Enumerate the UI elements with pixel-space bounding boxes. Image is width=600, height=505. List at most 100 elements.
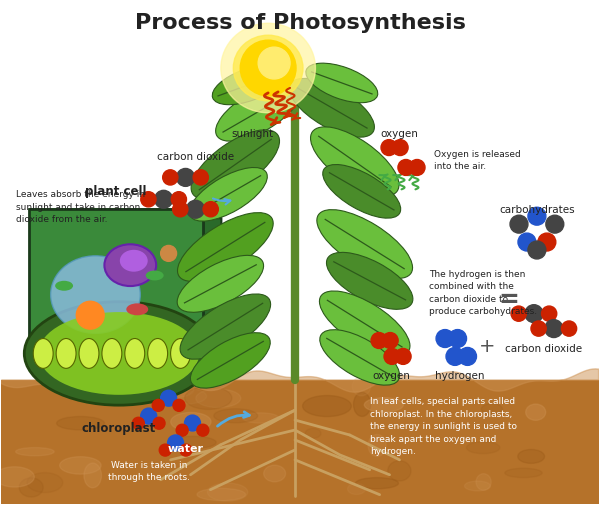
Ellipse shape bbox=[55, 281, 73, 291]
Circle shape bbox=[446, 348, 464, 366]
Ellipse shape bbox=[16, 447, 54, 456]
Ellipse shape bbox=[170, 339, 191, 369]
Polygon shape bbox=[203, 210, 221, 366]
Ellipse shape bbox=[178, 213, 273, 282]
Ellipse shape bbox=[79, 339, 99, 369]
Circle shape bbox=[161, 246, 176, 262]
Ellipse shape bbox=[102, 339, 122, 369]
Circle shape bbox=[176, 169, 194, 187]
Ellipse shape bbox=[180, 294, 271, 360]
Ellipse shape bbox=[27, 473, 63, 492]
Text: hydrogen: hydrogen bbox=[434, 371, 484, 381]
Circle shape bbox=[155, 191, 173, 209]
Ellipse shape bbox=[190, 168, 268, 222]
Text: In leaf cells, special parts called
chloroplast. In the chloroplasts,
the energy: In leaf cells, special parts called chlo… bbox=[370, 396, 517, 456]
Circle shape bbox=[371, 333, 387, 349]
Circle shape bbox=[203, 202, 218, 218]
Ellipse shape bbox=[104, 245, 156, 286]
Ellipse shape bbox=[306, 64, 378, 104]
Circle shape bbox=[152, 399, 164, 412]
Text: plant cell: plant cell bbox=[85, 185, 146, 198]
Circle shape bbox=[395, 349, 411, 365]
Text: oxygen: oxygen bbox=[373, 371, 410, 381]
Ellipse shape bbox=[168, 389, 206, 404]
Ellipse shape bbox=[466, 442, 500, 454]
Ellipse shape bbox=[196, 389, 241, 408]
Ellipse shape bbox=[19, 478, 43, 497]
Ellipse shape bbox=[326, 253, 413, 310]
Circle shape bbox=[525, 305, 543, 323]
Text: +: + bbox=[479, 336, 496, 356]
Ellipse shape bbox=[505, 468, 542, 478]
Circle shape bbox=[528, 208, 546, 226]
Circle shape bbox=[133, 418, 145, 429]
Circle shape bbox=[167, 435, 184, 451]
Circle shape bbox=[187, 201, 205, 219]
Circle shape bbox=[185, 415, 200, 431]
Circle shape bbox=[159, 444, 171, 456]
Text: oxygen: oxygen bbox=[380, 128, 418, 138]
Circle shape bbox=[381, 140, 397, 156]
Polygon shape bbox=[29, 357, 221, 366]
Polygon shape bbox=[29, 210, 221, 219]
Bar bbox=[29, 210, 203, 357]
Ellipse shape bbox=[146, 271, 164, 281]
Circle shape bbox=[161, 390, 176, 407]
Circle shape bbox=[436, 330, 454, 348]
Text: chloroplast: chloroplast bbox=[82, 421, 156, 434]
Ellipse shape bbox=[356, 478, 398, 489]
Circle shape bbox=[384, 349, 400, 365]
Ellipse shape bbox=[212, 66, 284, 106]
Ellipse shape bbox=[38, 313, 199, 395]
Ellipse shape bbox=[364, 398, 403, 412]
Ellipse shape bbox=[302, 396, 352, 417]
Circle shape bbox=[449, 330, 467, 348]
Circle shape bbox=[518, 234, 536, 251]
Circle shape bbox=[545, 320, 563, 338]
Ellipse shape bbox=[464, 481, 490, 491]
Circle shape bbox=[173, 202, 188, 218]
Circle shape bbox=[173, 399, 185, 412]
Text: carbohydrates: carbohydrates bbox=[499, 205, 575, 215]
Text: Oxygen is released
into the air.: Oxygen is released into the air. bbox=[434, 149, 521, 171]
Ellipse shape bbox=[242, 413, 279, 423]
Ellipse shape bbox=[347, 483, 365, 494]
Circle shape bbox=[382, 333, 398, 349]
Ellipse shape bbox=[526, 405, 545, 421]
Text: =: = bbox=[499, 287, 520, 311]
Text: carbon dioxide: carbon dioxide bbox=[157, 152, 234, 162]
Ellipse shape bbox=[84, 463, 101, 488]
Circle shape bbox=[562, 321, 577, 336]
Circle shape bbox=[141, 409, 157, 424]
Ellipse shape bbox=[125, 339, 145, 369]
Ellipse shape bbox=[317, 210, 413, 279]
Circle shape bbox=[76, 301, 104, 329]
Ellipse shape bbox=[158, 381, 194, 398]
Circle shape bbox=[511, 307, 526, 322]
Ellipse shape bbox=[191, 131, 280, 200]
Ellipse shape bbox=[177, 256, 263, 313]
Text: The hydrogen is then
combined with the
carbon dioxide to
produce carbohydrates.: The hydrogen is then combined with the c… bbox=[430, 269, 538, 316]
Circle shape bbox=[141, 192, 156, 208]
Ellipse shape bbox=[59, 457, 101, 474]
Bar bbox=[1, 381, 599, 503]
Ellipse shape bbox=[185, 387, 232, 410]
Ellipse shape bbox=[208, 483, 248, 501]
Circle shape bbox=[531, 321, 546, 336]
Ellipse shape bbox=[353, 393, 371, 417]
Ellipse shape bbox=[305, 429, 321, 438]
Ellipse shape bbox=[197, 488, 245, 500]
Circle shape bbox=[153, 418, 165, 429]
Ellipse shape bbox=[320, 330, 400, 385]
Circle shape bbox=[180, 444, 192, 456]
Ellipse shape bbox=[368, 435, 386, 457]
Ellipse shape bbox=[233, 36, 303, 102]
Ellipse shape bbox=[190, 333, 270, 388]
Circle shape bbox=[398, 160, 414, 176]
Text: carbon dioxide: carbon dioxide bbox=[505, 344, 583, 354]
Circle shape bbox=[542, 307, 557, 322]
Circle shape bbox=[458, 348, 476, 366]
Text: water: water bbox=[167, 443, 203, 453]
Ellipse shape bbox=[127, 304, 148, 316]
Ellipse shape bbox=[214, 409, 257, 423]
